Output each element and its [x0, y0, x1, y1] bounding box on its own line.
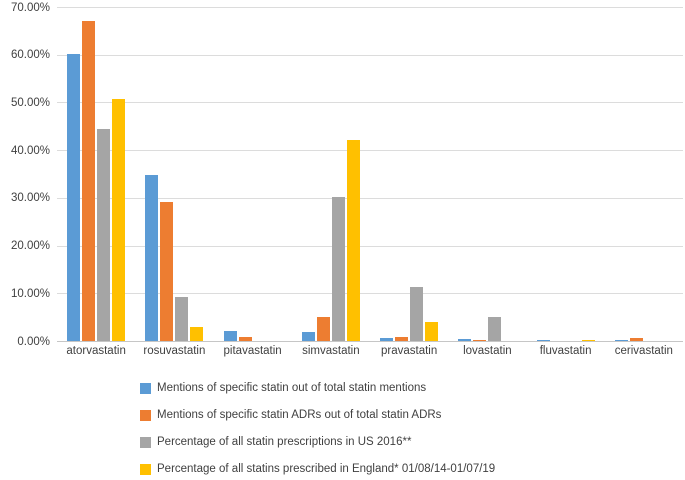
bar-group-pravastatin	[370, 287, 448, 341]
bar	[67, 54, 81, 341]
bar-group-rosuvastatin	[135, 175, 213, 341]
x-tick-label-lovastatin: lovastatin	[463, 345, 512, 357]
gridline	[57, 150, 683, 152]
bar	[301, 331, 315, 341]
bar	[331, 197, 345, 341]
bar	[458, 338, 472, 341]
bar	[395, 337, 409, 341]
gridline	[57, 102, 683, 104]
legend-swatch-icon	[140, 409, 151, 421]
bar	[112, 99, 126, 341]
legend-label: Mentions of specific statin out of total…	[157, 382, 427, 394]
bar	[145, 175, 159, 341]
legend-swatch-icon	[140, 436, 151, 448]
bar	[629, 338, 643, 341]
bar	[238, 337, 252, 341]
bar	[581, 340, 595, 341]
legend-item: Percentage of all statin prescriptions i…	[140, 435, 495, 449]
bar	[346, 139, 360, 341]
bar-group-pitavastatin	[214, 330, 292, 341]
y-tick-label: 0.00%	[17, 335, 50, 348]
y-tick-label: 10.00%	[10, 287, 50, 300]
legend-item: Percentage of all statins prescribed in …	[140, 462, 495, 476]
x-axis-line	[57, 341, 683, 342]
bar	[175, 296, 189, 341]
bar-group-cerivastatin	[605, 338, 683, 341]
legend-label: Percentage of all statin prescriptions i…	[157, 436, 412, 448]
x-tick-label-atorvastatin: atorvastatin	[66, 345, 126, 357]
gridline	[57, 197, 683, 199]
bar	[473, 339, 487, 341]
y-tick-label: 40.00%	[10, 144, 50, 157]
bar	[410, 287, 424, 341]
y-tick-label: 50.00%	[10, 96, 50, 109]
gridline	[57, 245, 683, 247]
gridline	[57, 54, 683, 56]
bar	[97, 128, 111, 341]
bar	[223, 330, 237, 341]
x-tick-label-cerivastatin: cerivastatin	[614, 345, 673, 357]
bar	[316, 317, 330, 341]
bar-group-lovastatin	[448, 316, 526, 341]
legend-label: Percentage of all statins prescribed in …	[157, 463, 496, 475]
bar	[536, 339, 550, 341]
bar	[425, 321, 439, 341]
bar	[190, 326, 204, 341]
bar	[488, 316, 502, 341]
y-tick-label: 70.00%	[10, 1, 50, 14]
gridline	[57, 7, 683, 8]
legend-swatch-icon	[140, 382, 151, 394]
x-tick-label-pravastatin: pravastatin	[380, 345, 438, 357]
y-tick-label: 30.00%	[10, 192, 50, 205]
bar-group-atorvastatin	[57, 21, 135, 341]
legend-item: Mentions of specific statin ADRs out of …	[140, 408, 495, 422]
bar	[160, 202, 174, 341]
bar-group-simvastatin	[292, 139, 370, 341]
bar	[380, 338, 394, 341]
x-tick-label-simvastatin: simvastatin	[302, 345, 360, 357]
legend-label: Mentions of specific statin ADRs out of …	[157, 409, 442, 421]
legend-swatch-icon	[140, 463, 151, 475]
legend-item: Mentions of specific statin out of total…	[140, 381, 495, 395]
bar	[82, 21, 96, 341]
bar	[614, 340, 628, 341]
x-tick-label-pitavastatin: pitavastatin	[223, 345, 282, 357]
gridline	[57, 293, 683, 295]
legend: Mentions of specific statin out of total…	[140, 381, 495, 476]
y-tick-label: 20.00%	[10, 240, 50, 253]
bar-group-fluvastatin	[527, 339, 605, 341]
y-tick-label: 60.00%	[10, 49, 50, 62]
x-tick-label-rosuvastatin: rosuvastatin	[143, 345, 206, 357]
x-tick-label-fluvastatin: fluvastatin	[539, 345, 592, 357]
